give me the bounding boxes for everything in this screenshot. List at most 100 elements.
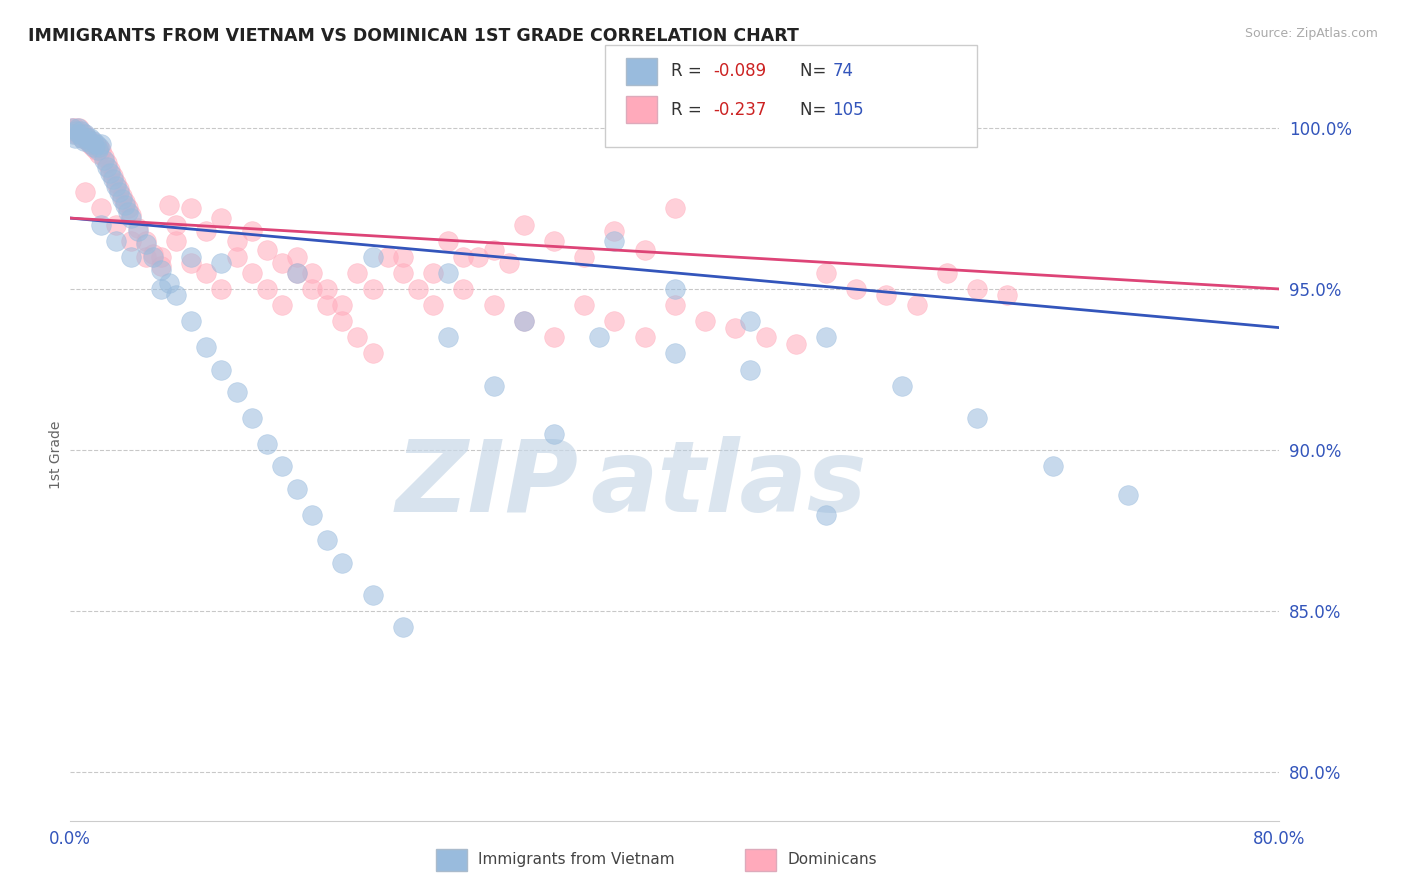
Point <box>543 330 565 344</box>
Point <box>406 282 429 296</box>
Point <box>90 202 111 216</box>
Point <box>90 136 111 151</box>
Point <box>316 298 339 312</box>
Point <box>104 178 127 193</box>
Point <box>93 150 115 164</box>
Point <box>135 250 157 264</box>
Point <box>1042 459 1064 474</box>
Point <box>995 288 1018 302</box>
Point <box>332 556 354 570</box>
Point <box>361 588 384 602</box>
Point <box>498 256 520 270</box>
Point <box>75 186 97 200</box>
Point <box>98 166 121 180</box>
Point <box>391 620 415 634</box>
Point <box>87 146 110 161</box>
Point <box>107 182 129 196</box>
Text: Dominicans: Dominicans <box>787 853 877 867</box>
Point <box>142 250 165 264</box>
Point <box>270 298 294 312</box>
Y-axis label: 1st Grade: 1st Grade <box>49 421 63 489</box>
Point <box>316 533 339 548</box>
Point <box>76 130 98 145</box>
Point <box>422 266 444 280</box>
Point <box>845 282 868 296</box>
Point <box>603 314 626 328</box>
Point <box>453 250 475 264</box>
Point <box>240 410 263 425</box>
Point <box>86 144 108 158</box>
Point <box>93 153 115 167</box>
Point <box>285 266 308 280</box>
Point <box>574 250 596 264</box>
Point <box>101 172 124 186</box>
Point <box>114 198 136 212</box>
Point <box>543 234 565 248</box>
Point <box>256 244 278 258</box>
Text: 105: 105 <box>832 101 863 119</box>
Point <box>301 266 323 280</box>
Point <box>114 194 136 209</box>
Point <box>195 340 218 354</box>
Point <box>815 508 838 522</box>
Point <box>453 282 475 296</box>
Point <box>107 186 129 200</box>
Point <box>285 482 308 496</box>
Point <box>785 336 807 351</box>
Point <box>79 130 101 145</box>
Point <box>270 256 294 270</box>
Point <box>84 136 107 151</box>
Point <box>77 134 100 148</box>
Point <box>165 218 187 232</box>
Point <box>361 346 384 360</box>
Point <box>127 224 149 238</box>
Text: N=: N= <box>800 101 831 119</box>
Point <box>75 128 97 142</box>
Point <box>73 134 96 148</box>
Point <box>180 250 202 264</box>
Point <box>180 202 202 216</box>
Text: ZIP: ZIP <box>395 435 578 533</box>
Point <box>285 266 308 280</box>
Point <box>63 130 86 145</box>
Point <box>513 314 536 328</box>
Point <box>98 162 121 177</box>
Point <box>62 128 84 142</box>
Point <box>633 330 655 344</box>
Point <box>316 282 339 296</box>
Text: Source: ZipAtlas.com: Source: ZipAtlas.com <box>1244 27 1378 40</box>
Point <box>111 192 134 206</box>
Point <box>135 234 157 248</box>
Point <box>513 218 536 232</box>
Point <box>664 346 686 360</box>
Point <box>165 234 187 248</box>
Point <box>67 120 90 135</box>
Point <box>90 144 111 158</box>
Point <box>211 211 233 225</box>
Point <box>270 459 294 474</box>
Point <box>724 320 747 334</box>
Point <box>60 120 83 135</box>
Text: R =: R = <box>671 62 707 80</box>
Point <box>225 234 247 248</box>
Point <box>225 385 247 400</box>
Point <box>664 202 686 216</box>
Point <box>62 124 84 138</box>
Point <box>905 298 928 312</box>
Point <box>603 234 626 248</box>
Point <box>77 134 100 148</box>
Point <box>664 282 686 296</box>
Point <box>361 282 384 296</box>
Text: R =: R = <box>671 101 707 119</box>
Point <box>346 266 368 280</box>
Point <box>588 330 610 344</box>
Point <box>142 246 165 260</box>
Point <box>754 330 776 344</box>
Point <box>437 266 460 280</box>
Point <box>60 120 83 135</box>
Point <box>633 244 655 258</box>
Point <box>135 236 157 251</box>
Point <box>165 288 187 302</box>
Point <box>157 198 180 212</box>
Point <box>513 314 536 328</box>
